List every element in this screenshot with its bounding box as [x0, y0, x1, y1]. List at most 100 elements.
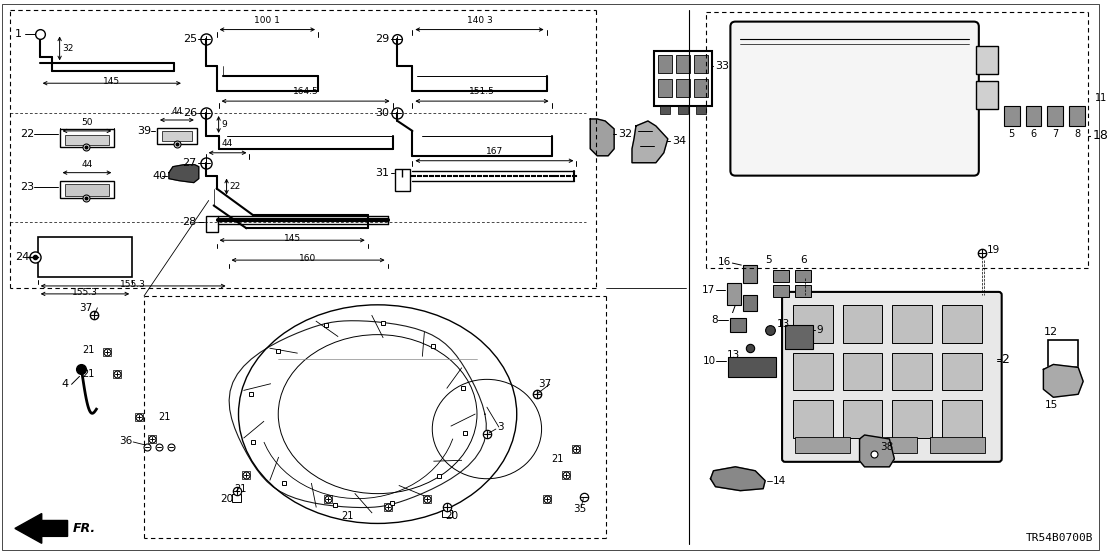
- Text: 1: 1: [14, 29, 22, 39]
- Text: 140 3: 140 3: [466, 16, 492, 24]
- Bar: [892, 400, 932, 438]
- Bar: [793, 305, 833, 342]
- Text: 38: 38: [880, 442, 893, 452]
- Bar: [113, 371, 121, 378]
- Text: 164.5: 164.5: [293, 87, 318, 96]
- Bar: [442, 510, 452, 517]
- Bar: [423, 495, 431, 502]
- Text: 24: 24: [14, 252, 29, 262]
- Text: 13: 13: [727, 350, 740, 360]
- Bar: [543, 495, 551, 502]
- Text: 22: 22: [229, 182, 240, 191]
- Bar: [942, 400, 982, 438]
- Bar: [1026, 106, 1042, 126]
- Bar: [162, 131, 192, 141]
- Bar: [794, 437, 850, 453]
- Text: 34: 34: [671, 136, 686, 146]
- Bar: [232, 494, 242, 501]
- Text: 30: 30: [376, 108, 390, 118]
- Bar: [696, 106, 706, 114]
- Polygon shape: [1044, 365, 1084, 397]
- Text: 21: 21: [552, 454, 564, 464]
- Bar: [324, 495, 332, 502]
- Text: 145: 145: [284, 234, 300, 243]
- Bar: [843, 352, 882, 390]
- Text: 25: 25: [183, 34, 197, 44]
- Text: 44: 44: [172, 107, 183, 116]
- Bar: [694, 55, 708, 73]
- Text: 6: 6: [801, 255, 808, 265]
- Bar: [730, 318, 747, 332]
- Text: 160: 160: [299, 254, 317, 263]
- Text: 20: 20: [220, 494, 233, 504]
- Text: 9: 9: [222, 120, 227, 129]
- Bar: [773, 285, 789, 297]
- Polygon shape: [710, 467, 766, 491]
- Text: 40: 40: [152, 171, 166, 181]
- Bar: [60, 129, 114, 147]
- Text: 21: 21: [341, 511, 353, 521]
- Bar: [660, 106, 669, 114]
- Text: 9: 9: [817, 325, 823, 335]
- Bar: [678, 106, 688, 114]
- Text: 4: 4: [62, 379, 69, 389]
- Text: 17: 17: [702, 285, 716, 295]
- Text: 19: 19: [987, 245, 1001, 255]
- Bar: [892, 305, 932, 342]
- Bar: [383, 502, 391, 511]
- Bar: [103, 347, 111, 356]
- Text: 37: 37: [80, 303, 93, 313]
- Bar: [206, 217, 217, 232]
- Polygon shape: [14, 514, 68, 543]
- Text: 39: 39: [137, 126, 152, 136]
- Text: 37: 37: [538, 379, 552, 389]
- Bar: [793, 352, 833, 390]
- Bar: [930, 437, 985, 453]
- Text: 7: 7: [729, 305, 736, 315]
- Text: 21: 21: [157, 412, 171, 422]
- Bar: [843, 305, 882, 342]
- Text: 2: 2: [1001, 353, 1008, 366]
- Text: 22: 22: [20, 129, 34, 139]
- Bar: [942, 352, 982, 390]
- Bar: [862, 437, 917, 453]
- Text: 20: 20: [445, 511, 459, 521]
- Text: 32: 32: [63, 44, 74, 53]
- Text: TR54B0700B: TR54B0700B: [1026, 534, 1094, 543]
- Text: 21: 21: [234, 484, 247, 494]
- Text: 8: 8: [1074, 129, 1080, 139]
- Text: 13: 13: [777, 319, 790, 329]
- Bar: [786, 325, 813, 348]
- Polygon shape: [632, 121, 668, 163]
- Text: 5: 5: [765, 255, 771, 265]
- Bar: [843, 400, 882, 438]
- Bar: [64, 183, 110, 196]
- Text: 29: 29: [376, 34, 390, 44]
- Bar: [676, 79, 689, 97]
- Text: 36: 36: [119, 436, 132, 446]
- Text: 50: 50: [81, 118, 93, 127]
- Bar: [743, 265, 757, 283]
- Text: 5: 5: [1008, 129, 1015, 139]
- Text: 15: 15: [1045, 400, 1058, 410]
- Bar: [694, 79, 708, 97]
- Text: 33: 33: [716, 61, 729, 71]
- Text: 31: 31: [376, 168, 390, 178]
- Text: 155.3: 155.3: [121, 280, 146, 289]
- Bar: [892, 352, 932, 390]
- Bar: [135, 413, 143, 421]
- Text: 10: 10: [702, 356, 716, 366]
- Text: 26: 26: [183, 108, 197, 118]
- Bar: [793, 400, 833, 438]
- Bar: [658, 79, 671, 97]
- Bar: [1069, 106, 1085, 126]
- Bar: [728, 283, 741, 305]
- Bar: [157, 128, 197, 144]
- Text: 21: 21: [82, 370, 94, 379]
- Text: FR.: FR.: [72, 522, 95, 535]
- Text: 16: 16: [718, 257, 731, 267]
- Bar: [976, 47, 997, 74]
- Text: 44: 44: [222, 139, 233, 148]
- Text: 12: 12: [1045, 327, 1058, 337]
- Text: 14: 14: [773, 476, 787, 486]
